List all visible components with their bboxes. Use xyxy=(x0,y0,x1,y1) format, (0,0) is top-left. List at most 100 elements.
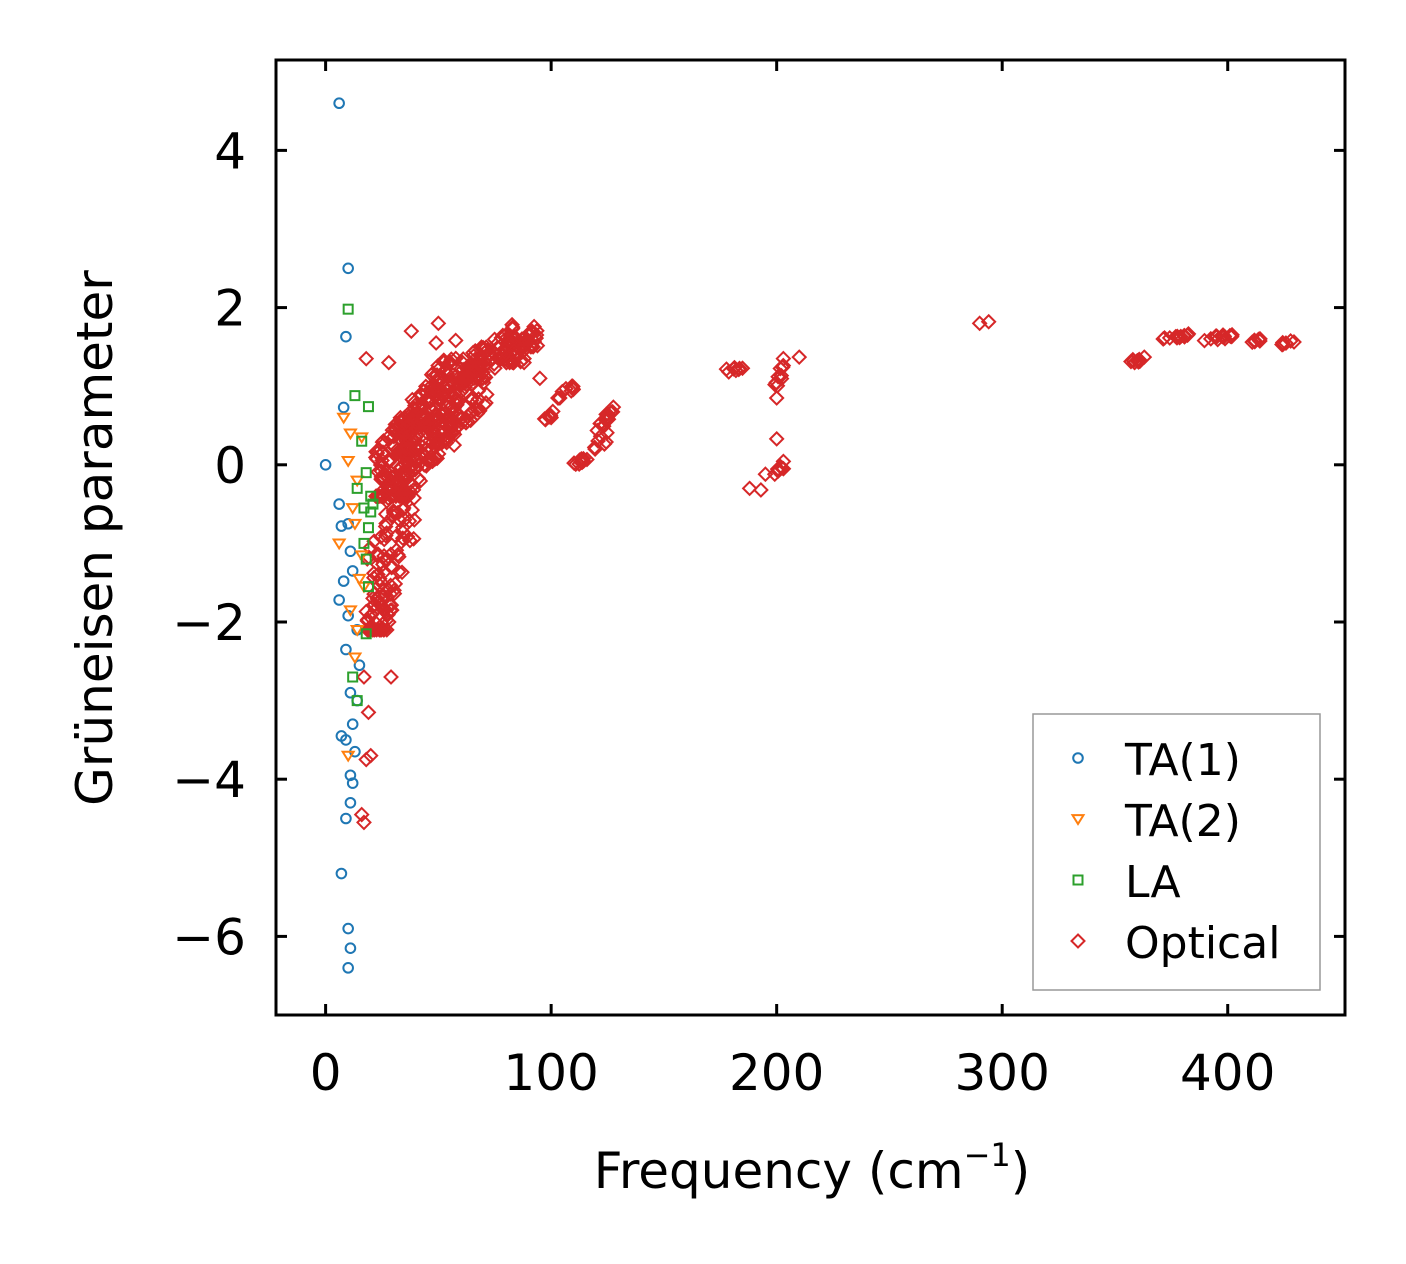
data-point-ta1 xyxy=(346,565,359,577)
data-point-ta1 xyxy=(333,498,345,510)
data-point-ta1 xyxy=(344,796,357,809)
legend-marker-ta2 xyxy=(1070,814,1086,826)
data-point-optical xyxy=(353,806,370,823)
data-point-optical xyxy=(395,463,411,480)
data-point-ta1 xyxy=(340,330,352,343)
data-point-la xyxy=(365,506,377,518)
data-point-optical xyxy=(398,413,415,430)
data-point-optical xyxy=(375,488,392,505)
data-point-ta1 xyxy=(342,962,354,974)
data-point-ta2 xyxy=(345,503,360,515)
data-point-optical xyxy=(396,409,413,426)
data-point-optical xyxy=(450,393,467,410)
data-point-ta1 xyxy=(344,769,357,782)
data-point-la xyxy=(360,553,372,565)
legend-label-la: LA xyxy=(1125,857,1181,908)
data-point-optical xyxy=(473,357,490,374)
legend-label-optical: Optical xyxy=(1125,918,1280,969)
data-point-optical xyxy=(554,383,571,400)
data-point-optical xyxy=(458,384,474,400)
plot-frame xyxy=(274,58,1347,1017)
data-point-optical xyxy=(366,621,383,638)
data-point-optical xyxy=(428,335,445,351)
data-point-optical xyxy=(372,457,389,473)
data-point-optical xyxy=(980,313,997,330)
data-point-ta1 xyxy=(335,867,348,880)
data-point-ta1 xyxy=(344,686,357,699)
x-tick-label: 200 xyxy=(729,1044,824,1102)
data-point-optical xyxy=(595,417,612,434)
data-point-optical xyxy=(1286,334,1302,350)
data-point-optical xyxy=(430,315,447,332)
data-point-optical xyxy=(380,614,397,630)
y-tick-label: −2 xyxy=(172,594,246,652)
data-point-optical xyxy=(424,453,441,470)
data-point-la xyxy=(362,522,374,534)
data-point-optical xyxy=(408,459,425,476)
data-point-optical xyxy=(387,575,404,592)
data-point-optical xyxy=(399,423,416,440)
data-point-ta2 xyxy=(340,750,356,763)
data-point-ta1 xyxy=(342,262,354,275)
data-point-ta1 xyxy=(351,694,363,707)
x-tick-label: 0 xyxy=(310,1044,342,1102)
data-point-ta2 xyxy=(340,456,356,468)
data-point-ta2 xyxy=(347,518,363,531)
data-point-optical xyxy=(1278,335,1294,352)
data-point-optical xyxy=(575,450,592,467)
data-point-optical xyxy=(471,357,488,374)
data-point-ta2 xyxy=(343,428,358,441)
data-point-la xyxy=(358,537,370,549)
data-point-optical xyxy=(504,320,521,337)
series-ta2 xyxy=(331,412,372,763)
data-point-ta2 xyxy=(354,550,370,563)
y-tick-label: 2 xyxy=(214,280,246,338)
data-point-optical xyxy=(500,331,517,348)
data-point-ta1 xyxy=(344,942,357,954)
data-point-optical xyxy=(1171,329,1188,346)
data-point-optical xyxy=(393,488,409,505)
data-point-optical xyxy=(358,350,375,367)
data-point-optical xyxy=(418,391,435,407)
data-point-optical xyxy=(468,393,485,410)
data-point-optical xyxy=(1130,354,1147,370)
data-point-optical xyxy=(1251,333,1268,349)
data-point-optical xyxy=(416,456,433,473)
data-point-optical xyxy=(741,480,758,497)
x-axis-label-main: Frequency (cm xyxy=(594,1142,964,1200)
data-point-optical xyxy=(430,429,446,446)
data-point-optical xyxy=(770,368,787,385)
data-point-optical xyxy=(757,466,774,483)
data-point-optical xyxy=(440,382,457,398)
data-point-optical xyxy=(427,377,443,394)
data-point-optical xyxy=(451,407,468,424)
axis-ticks xyxy=(276,60,1345,1015)
data-point-optical xyxy=(1136,349,1153,366)
y-tick-label: −6 xyxy=(172,908,246,966)
data-point-ta1 xyxy=(340,643,352,656)
data-point-optical xyxy=(470,370,487,387)
data-point-optical xyxy=(405,530,422,547)
data-point-optical xyxy=(370,593,387,610)
data-point-optical xyxy=(725,360,742,377)
data-point-optical xyxy=(390,563,407,580)
data-point-optical xyxy=(379,429,396,446)
data-point-ta1 xyxy=(337,575,350,587)
data-point-la xyxy=(362,581,374,593)
data-point-optical xyxy=(598,434,615,450)
data-point-optical xyxy=(365,590,381,607)
data-point-optical xyxy=(375,587,392,604)
y-tick-label: 0 xyxy=(214,437,246,495)
legend-marker-optical xyxy=(1070,933,1086,949)
data-point-optical xyxy=(439,378,456,395)
data-point-optical xyxy=(394,478,411,495)
data-point-la xyxy=(356,435,368,447)
legend: TA(1) TA(2) LA Optical xyxy=(1032,713,1321,991)
data-point-optical xyxy=(544,403,561,420)
data-point-ta2 xyxy=(347,652,363,665)
data-point-optical xyxy=(463,404,480,421)
data-point-optical xyxy=(1161,329,1178,346)
data-point-ta1 xyxy=(333,594,345,606)
data-point-optical xyxy=(531,370,548,387)
